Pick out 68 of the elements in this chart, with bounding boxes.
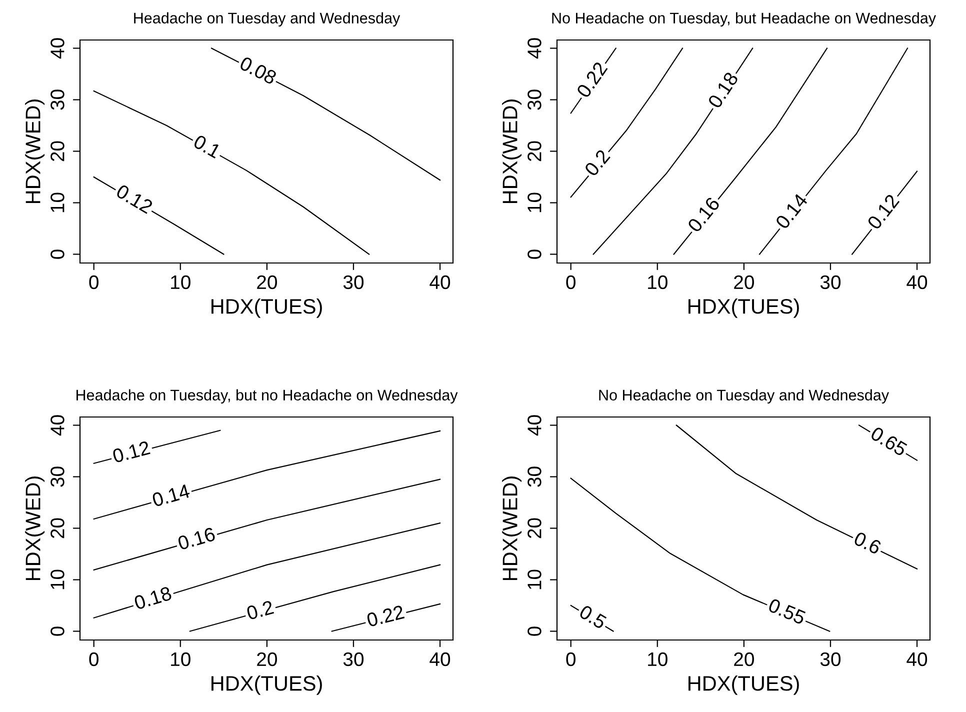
x-tick-label: 40 <box>430 275 450 290</box>
text: 0.55 <box>768 598 806 625</box>
x-axis-title: HDX(TUES) <box>211 298 322 318</box>
y-tick-label: 40 <box>528 415 542 436</box>
x-tick-label: 0 <box>566 652 576 666</box>
text: 0.12 <box>115 184 154 214</box>
text: 0.1 <box>192 134 222 159</box>
text: 0.16 <box>177 526 216 550</box>
x-tick-label: 20 <box>257 652 277 666</box>
y-tick-label: 10 <box>50 570 64 590</box>
x-tick-label: 30 <box>343 275 364 290</box>
text: 0.18 <box>134 586 172 610</box>
x-tick-label: 20 <box>734 275 754 290</box>
y-axis-title: HDX(WED) <box>502 100 522 204</box>
line-series <box>93 90 370 255</box>
y-tick-label: 30 <box>528 90 542 110</box>
text: 0.14 <box>152 484 190 508</box>
y-tick-label: 40 <box>50 38 64 59</box>
y-tick-label: 30 <box>528 466 542 487</box>
x-tick-label: 10 <box>648 652 668 666</box>
x-tick-label: 0 <box>566 275 576 290</box>
text: 0.5 <box>578 604 608 630</box>
x-tick-label: 10 <box>648 275 668 290</box>
y-tick-label: 20 <box>50 518 64 538</box>
chart-title: Headache on Tuesday and Wednesday <box>134 12 400 27</box>
y-tick-label: 30 <box>50 90 64 110</box>
y-tick-label: 0 <box>50 626 64 636</box>
x-axis-title: HDX(TUES) <box>211 675 322 695</box>
text: 0.2 <box>584 148 611 177</box>
y-tick-label: 0 <box>50 250 64 259</box>
y-tick-label: 40 <box>50 415 64 436</box>
line-series <box>676 424 918 570</box>
y-tick-label: 30 <box>50 466 64 487</box>
x-tick-label: 30 <box>820 275 841 290</box>
x-tick-label: 30 <box>343 652 364 666</box>
y-tick-label: 10 <box>528 570 542 590</box>
x-tick-label: 40 <box>906 652 928 666</box>
x-tick-label: 20 <box>734 652 754 666</box>
x-axis-title: HDX(TUES) <box>688 675 799 695</box>
x-tick-label: 10 <box>171 275 190 290</box>
y-tick-label: 0 <box>528 626 542 636</box>
y-tick-label: 10 <box>528 192 542 212</box>
y-axis-title: HDX(WED) <box>25 100 45 204</box>
y-tick-label: 20 <box>528 518 542 538</box>
chart-title: No Headache on Tuesday, but Headache on Wednesday <box>552 12 936 27</box>
text: 0.65 <box>870 426 908 457</box>
y-tick-label: 20 <box>528 141 542 162</box>
text: 0.2 <box>246 600 274 620</box>
text: 0.6 <box>853 531 882 555</box>
x-tick-label: 30 <box>820 652 841 666</box>
y-axis-title: HDX(WED) <box>25 476 45 580</box>
y-tick-label: 40 <box>528 38 542 59</box>
x-tick-label: 40 <box>430 652 450 666</box>
x-tick-label: 20 <box>257 275 277 290</box>
text: 0.08 <box>238 56 278 85</box>
x-tick-label: 0 <box>89 275 98 290</box>
text: 0.12 <box>112 440 150 464</box>
x-tick-label: 0 <box>89 652 98 666</box>
y-tick-label: 10 <box>50 192 64 212</box>
y-tick-label: 0 <box>528 250 542 259</box>
x-tick-label: 10 <box>171 652 190 666</box>
chart-title: No Headache on Tuesday and Wednesday <box>599 389 890 404</box>
x-tick-label: 40 <box>906 275 928 290</box>
chart-title: Headache on Tuesday, but no Headache on Wednesday <box>76 389 458 404</box>
y-tick-label: 20 <box>50 141 64 162</box>
text: 0.22 <box>366 604 405 628</box>
y-axis-title: HDX(WED) <box>502 476 522 580</box>
x-axis-title: HDX(TUES) <box>688 298 799 318</box>
